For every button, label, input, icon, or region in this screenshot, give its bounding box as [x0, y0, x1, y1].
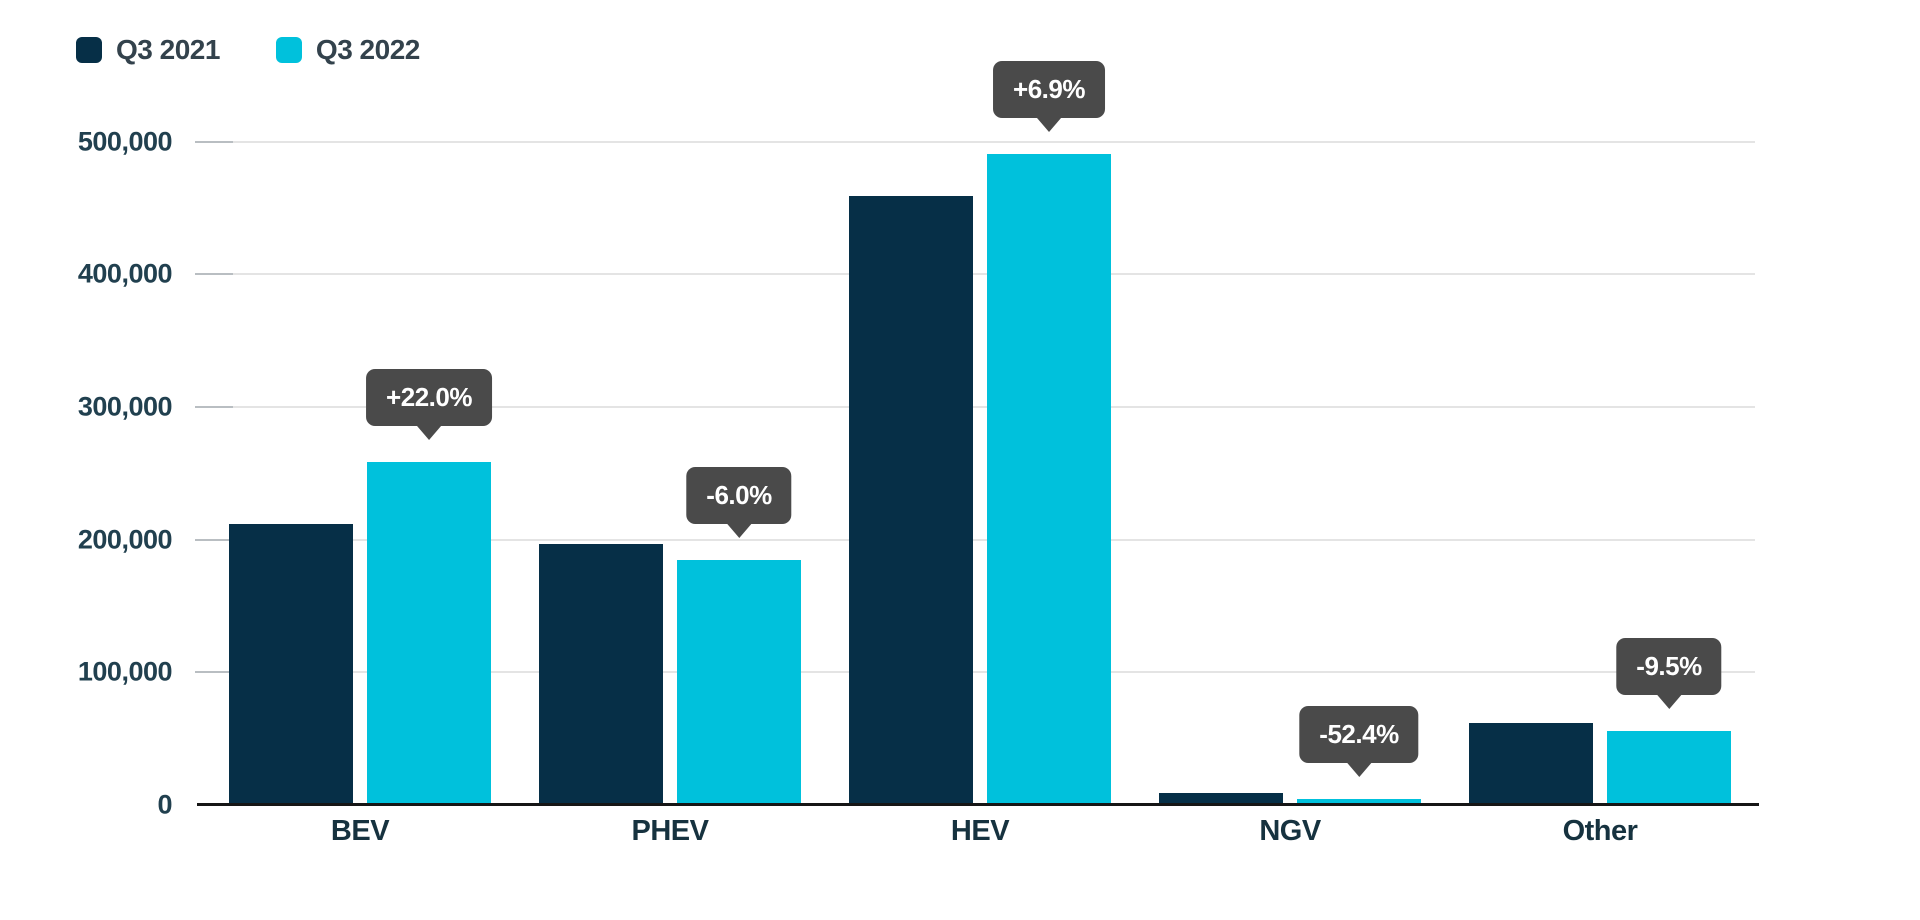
x-label-phev: PHEV — [631, 815, 709, 847]
y-tick-mark — [195, 273, 233, 276]
plot-area: +22.0% -6.0% +6.9% -52.4% -9.5% — [195, 60, 1759, 806]
x-axis: BEV PHEV HEV NGV Other — [205, 815, 1755, 860]
bar-q3-2021-phev[interactable] — [539, 544, 663, 805]
bar-q3-2021-bev[interactable] — [229, 523, 353, 805]
x-label-hev: HEV — [950, 815, 1010, 847]
gridline-100000 — [195, 671, 1755, 674]
y-tick-label-300000: 300,000 — [77, 391, 173, 422]
legend-item-q3-2021[interactable]: Q3 2021 — [76, 34, 220, 66]
y-tick-label-100000: 100,000 — [77, 656, 173, 687]
bar-q3-2022-bev[interactable] — [367, 461, 491, 805]
legend-label-q3-2021: Q3 2021 — [116, 34, 220, 65]
bar-q3-2022-hev[interactable] — [987, 153, 1111, 805]
change-tooltip-phev: -6.0% — [686, 466, 792, 524]
bar-q3-2021-other[interactable] — [1469, 723, 1593, 805]
x-label-ngv: NGV — [1259, 815, 1321, 847]
bar-q3-2021-hev[interactable] — [849, 195, 973, 805]
bar-q3-2022-ngv[interactable] — [1297, 799, 1421, 805]
legend-item-q3-2022[interactable]: Q3 2022 — [275, 34, 420, 66]
legend: Q3 2021 Q3 2022 — [76, 34, 420, 66]
bar-q3-2022-other[interactable] — [1607, 731, 1731, 805]
change-tooltip-other: -9.5% — [1616, 638, 1722, 696]
y-tick-mark — [195, 538, 233, 541]
y-tick-label-0: 0 — [157, 789, 172, 820]
legend-label-q3-2022: Q3 2022 — [315, 34, 420, 65]
gridline-400000 — [195, 273, 1755, 276]
y-tick-label-200000: 200,000 — [77, 524, 173, 555]
change-tooltip-ngv: -52.4% — [1299, 706, 1419, 764]
bar-q3-2021-ngv[interactable] — [1159, 793, 1283, 805]
y-tick-mark — [195, 671, 233, 674]
legend-swatch-q3-2021 — [76, 37, 102, 63]
y-axis: 0 100,000 200,000 300,000 400,000 500,000 — [0, 70, 173, 820]
change-tooltip-bev: +22.0% — [366, 368, 492, 426]
x-axis-baseline — [197, 803, 1759, 806]
gridline-300000 — [195, 405, 1755, 408]
x-label-other: Other — [1562, 815, 1638, 847]
gridline-200000 — [195, 538, 1755, 541]
x-label-bev: BEV — [330, 815, 390, 847]
y-tick-mark — [195, 405, 233, 408]
legend-swatch-q3-2022 — [275, 37, 302, 63]
gridline-500000 — [195, 140, 1755, 143]
bar-q3-2022-phev[interactable] — [677, 559, 801, 805]
y-tick-label-400000: 400,000 — [77, 258, 173, 289]
y-tick-mark — [195, 140, 233, 143]
y-tick-label-500000: 500,000 — [77, 126, 173, 156]
change-tooltip-hev: +6.9% — [993, 60, 1105, 118]
